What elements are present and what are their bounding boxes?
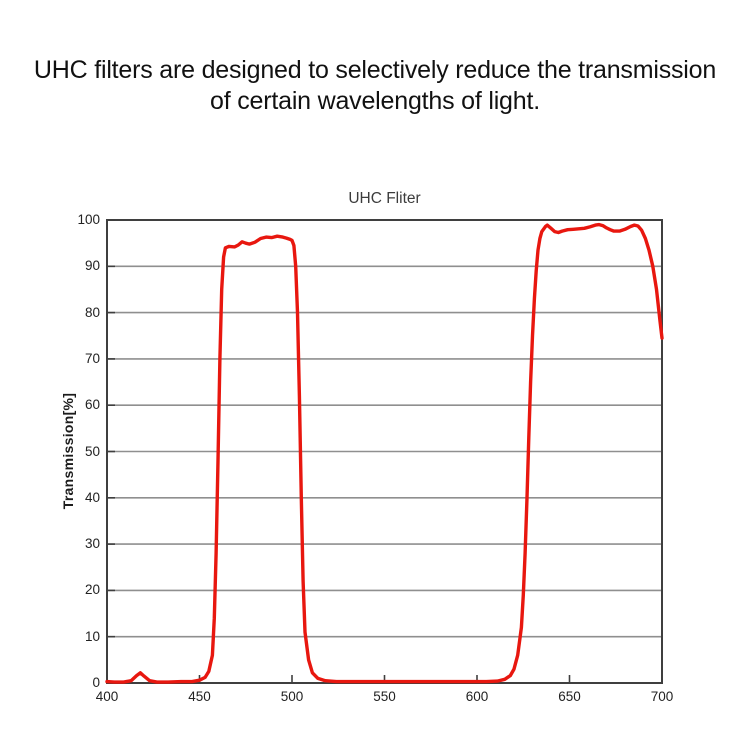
x-tick-label: 700 <box>650 689 674 704</box>
y-tick-label: 10 <box>84 628 100 644</box>
transmission-curve <box>105 222 664 684</box>
y-tick-label: 40 <box>84 489 100 505</box>
x-tick-label: 600 <box>465 689 489 704</box>
y-tick-label: 20 <box>84 582 100 598</box>
y-tick-label: 90 <box>84 258 100 274</box>
x-tick-label: 400 <box>95 689 119 704</box>
headline-line-2: of certain wavelengths of light. <box>210 87 540 115</box>
chart-title: UHC Fliter <box>348 190 421 207</box>
y-tick-label: 80 <box>84 304 100 320</box>
y-tick-label: 100 <box>77 212 100 227</box>
x-tick-label: 450 <box>188 689 211 704</box>
x-tick-label: 500 <box>280 689 304 704</box>
x-tick-label: 650 <box>558 689 581 704</box>
x-tick-label: 550 <box>373 689 396 704</box>
y-tick-label: 50 <box>84 443 100 459</box>
y-tick-label: 60 <box>84 397 100 413</box>
y-tick-label: 0 <box>92 675 100 690</box>
headline: UHC filters are designed to selectively … <box>0 55 750 117</box>
y-tick-label: 30 <box>84 536 100 552</box>
y-tick-label: 70 <box>84 350 100 366</box>
headline-line-1: UHC filters are designed to selectively … <box>33 56 717 84</box>
